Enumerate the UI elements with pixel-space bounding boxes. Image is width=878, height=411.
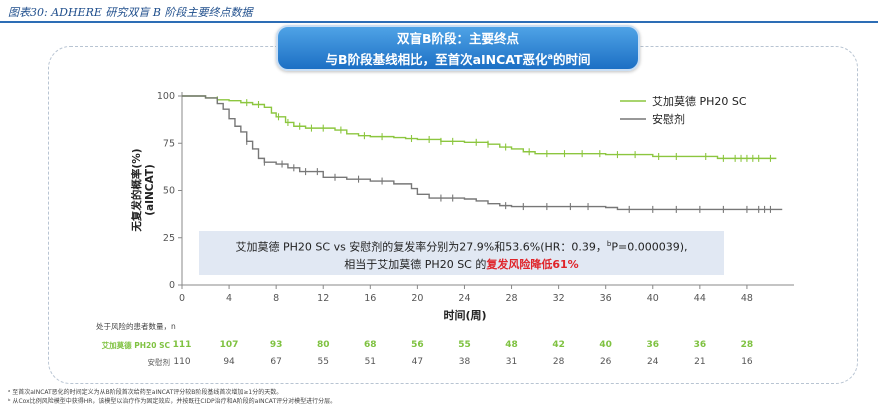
risk-count: 28 xyxy=(740,340,754,350)
risk-count: 51 xyxy=(364,357,377,367)
note-line-2: 相当于艾加莫德 PH20 SC 的复发风险降低61% xyxy=(199,256,724,273)
footnotes: ᵃ 至首次aINCAT恶化的时间定义为从B阶段首次给药至aINCAT评分较B阶段… xyxy=(8,388,336,406)
risk-count: 55 xyxy=(458,340,471,350)
curves xyxy=(182,95,783,213)
banner-line-1: 双盲B阶段：主要终点 xyxy=(396,31,520,46)
risk-count: 38 xyxy=(458,357,471,367)
risk-row-name: 安慰剂 xyxy=(147,358,171,367)
risk-count: 36 xyxy=(693,340,707,350)
risk-count: 68 xyxy=(364,340,377,350)
x-tick-label: 28 xyxy=(505,293,517,304)
risk-row: 安慰剂 110 94 67 55 51 47 38 31 28 26 24 21 16 xyxy=(0,357,878,369)
y-tick-label: 50 xyxy=(163,186,175,197)
x-axis-label: 时间(周) xyxy=(443,308,486,322)
x-tick-label: 32 xyxy=(553,293,565,304)
risk-count: 67 xyxy=(270,357,282,367)
legend-label-0: 艾加莫德 PH20 SC xyxy=(652,94,747,108)
risk-count: 56 xyxy=(411,340,424,350)
risk-count: 36 xyxy=(646,340,660,350)
x-tick-label: 24 xyxy=(458,293,470,304)
series-line-0 xyxy=(182,95,777,160)
note-line-1: 艾加莫德 PH20 SC vs 安慰剂的复发率分别为27.9%和53.6%(HR… xyxy=(199,236,724,256)
figure-caption: 图表30: ADHERE 研究双盲 B 阶段主要终点数据 xyxy=(8,6,253,19)
risk-row-name: 艾加莫德 PH20 SC xyxy=(101,341,170,350)
risk-count: 24 xyxy=(647,357,659,367)
series-line-1 xyxy=(182,95,783,211)
banner-line-2-pre: 与B阶段基线相比，至首次aINCAT恶化 xyxy=(325,52,548,68)
legend: 艾加莫德 PH20 SC 安慰剂 xyxy=(620,94,747,126)
y-axis-label-sub: (aINCAT) xyxy=(144,164,156,216)
footnote-b: ᵇ 从Cox比例风险模型中获得HR，该模型以治疗作为固定效应，并按既往CIDP治… xyxy=(8,398,337,405)
x-tick-label: 20 xyxy=(411,293,423,304)
y-tick-label: 0 xyxy=(169,280,175,291)
risk-count: 93 xyxy=(269,340,283,350)
risk-count: 107 xyxy=(219,340,239,350)
note-line-1-post: P=0.000039), xyxy=(611,240,688,254)
x-tick-label: 48 xyxy=(741,293,753,304)
y-tick-label: 75 xyxy=(163,138,175,149)
risk-count: 80 xyxy=(316,340,330,350)
risk-count: 31 xyxy=(505,357,518,367)
risk-count: 42 xyxy=(552,340,565,350)
x-tick-label: 16 xyxy=(364,293,376,304)
footnote-a: ᵃ 至首次aINCAT恶化的时间定义为从B阶段首次给药至aINCAT评分较B阶段… xyxy=(8,389,283,396)
caption-rule xyxy=(0,21,878,23)
risk-count: 94 xyxy=(223,357,235,367)
risk-count: 48 xyxy=(505,340,518,350)
risk-count: 26 xyxy=(599,357,612,367)
risk-table-title: 处于风险的患者数量，n xyxy=(96,322,176,331)
legend-label-1: 安慰剂 xyxy=(652,112,685,126)
x-tick-label: 4 xyxy=(226,293,232,304)
risk-count: 40 xyxy=(599,340,612,350)
risk-count: 21 xyxy=(694,357,706,367)
y-tick-label: 100 xyxy=(157,91,175,102)
banner-line-2: 与B阶段基线相比，至首次aINCAT恶化a的时间 xyxy=(278,48,638,69)
note-emphasis: 复发风险降低61% xyxy=(486,257,579,271)
x-tick-label: 12 xyxy=(317,293,329,304)
risk-count: 55 xyxy=(317,357,329,367)
risk-count: 110 xyxy=(173,357,191,367)
y-tick-label: 25 xyxy=(163,233,175,244)
risk-count: 16 xyxy=(741,357,753,367)
note-line-2-pre: 相当于艾加莫德 PH20 SC 的 xyxy=(344,257,487,271)
banner-line-2-post: 的时间 xyxy=(552,52,591,68)
x-tick-label: 40 xyxy=(647,293,659,304)
note-line-1-pre: 艾加莫德 PH20 SC vs 安慰剂的复发率分别为27.9%和53.6%(HR… xyxy=(235,240,607,254)
risk-count: 47 xyxy=(411,357,424,367)
x-tick-label: 44 xyxy=(694,293,706,304)
risk-row: 艾加莫德 PH20 SC 111 107 93 80 68 56 55 48 42 40 36 36 28 xyxy=(0,340,878,352)
risk-count: 111 xyxy=(172,340,192,350)
x-tick-label: 0 xyxy=(179,293,185,304)
x-tick-label: 36 xyxy=(600,293,612,304)
risk-count: 28 xyxy=(552,357,565,367)
x-tick-label: 8 xyxy=(273,293,279,304)
note-footnote-mark: b xyxy=(606,240,612,248)
title-banner: 双盲B阶段：主要终点 与B阶段基线相比，至首次aINCAT恶化a的时间 xyxy=(276,25,640,71)
y-axis-label: 无复发的概率(%) xyxy=(130,148,143,232)
hazard-ratio-note: 艾加莫德 PH20 SC vs 安慰剂的复发率分别为27.9%和53.6%(HR… xyxy=(199,231,724,275)
banner-footnote-mark: a xyxy=(547,52,553,61)
